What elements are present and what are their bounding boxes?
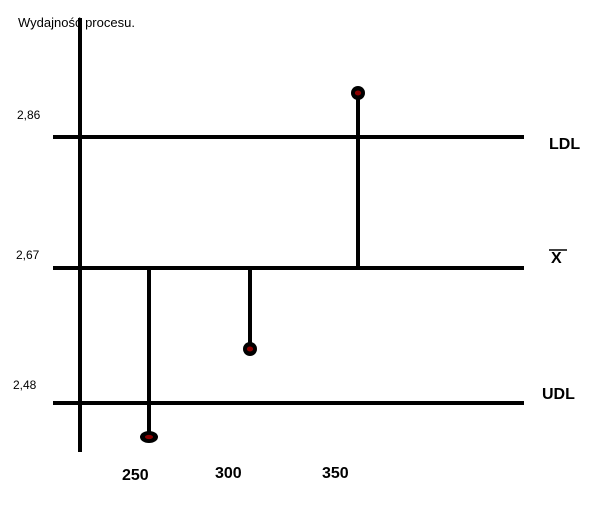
ref-line-label-ldl: LDL [549, 136, 580, 153]
y-tick-label: 2,86 [17, 108, 41, 122]
chart-title: Wydajność procesu. [18, 15, 135, 30]
y-tick-labels: 2,86 2,67 2,48 [13, 108, 41, 392]
data-point-highlight [246, 346, 254, 352]
y-tick-label: 2,67 [16, 248, 40, 262]
data-points [140, 86, 365, 443]
data-point-highlight [354, 90, 362, 96]
x-tick-labels: 250 300 350 [122, 465, 349, 484]
x-tick-label: 300 [215, 465, 242, 482]
ref-line-label-x: X [551, 250, 562, 267]
x-tick-label: 250 [122, 467, 149, 484]
reference-lines: LDL X UDL [53, 135, 580, 405]
data-point-highlight [144, 434, 154, 440]
x-tick-label: 350 [322, 465, 349, 482]
y-tick-label: 2,48 [13, 378, 37, 392]
ref-line-label-udl: UDL [542, 386, 575, 403]
